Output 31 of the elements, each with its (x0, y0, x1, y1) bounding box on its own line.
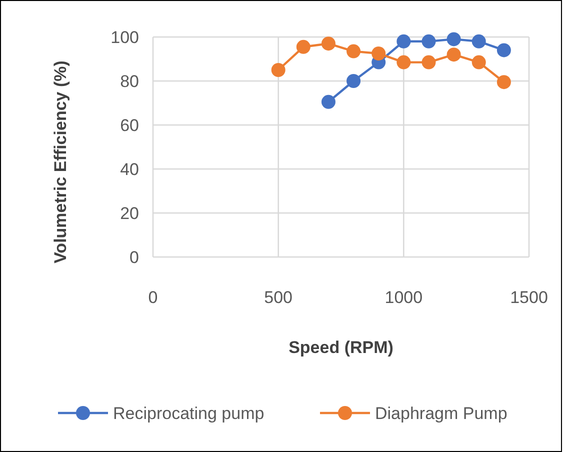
point (496, 43, 511, 58)
point (346, 74, 361, 88)
point (446, 48, 461, 62)
x-axis-title: Speed (RPM) (288, 338, 394, 357)
x-tick-label: 1000 (384, 288, 423, 307)
point (446, 32, 461, 46)
point (396, 34, 411, 48)
point (396, 55, 411, 70)
point (422, 34, 436, 48)
point (321, 94, 336, 109)
y-axis-title: Volumetric Efficiency (%) (51, 60, 70, 264)
point (372, 46, 386, 60)
x-tick-label: 1500 (510, 288, 548, 307)
point (422, 55, 436, 70)
point (321, 36, 336, 51)
legend-label: Diaphragm Pump (375, 404, 508, 423)
point (472, 55, 486, 70)
y-tick-label: 100 (110, 28, 139, 47)
point (271, 63, 286, 77)
legend-label: Reciprocating pump (113, 404, 264, 423)
y-tick-label: 80 (120, 72, 139, 91)
point (346, 44, 361, 58)
y-tick-label: 40 (120, 160, 139, 179)
y-tick-label: 60 (120, 116, 139, 135)
y-tick-label: 20 (120, 204, 139, 223)
x-tick-label: 0 (148, 288, 158, 307)
x-tick-label: 500 (264, 288, 293, 307)
y-tick-label: 0 (130, 248, 139, 267)
point (472, 34, 486, 48)
point (496, 75, 511, 90)
point (296, 40, 310, 54)
